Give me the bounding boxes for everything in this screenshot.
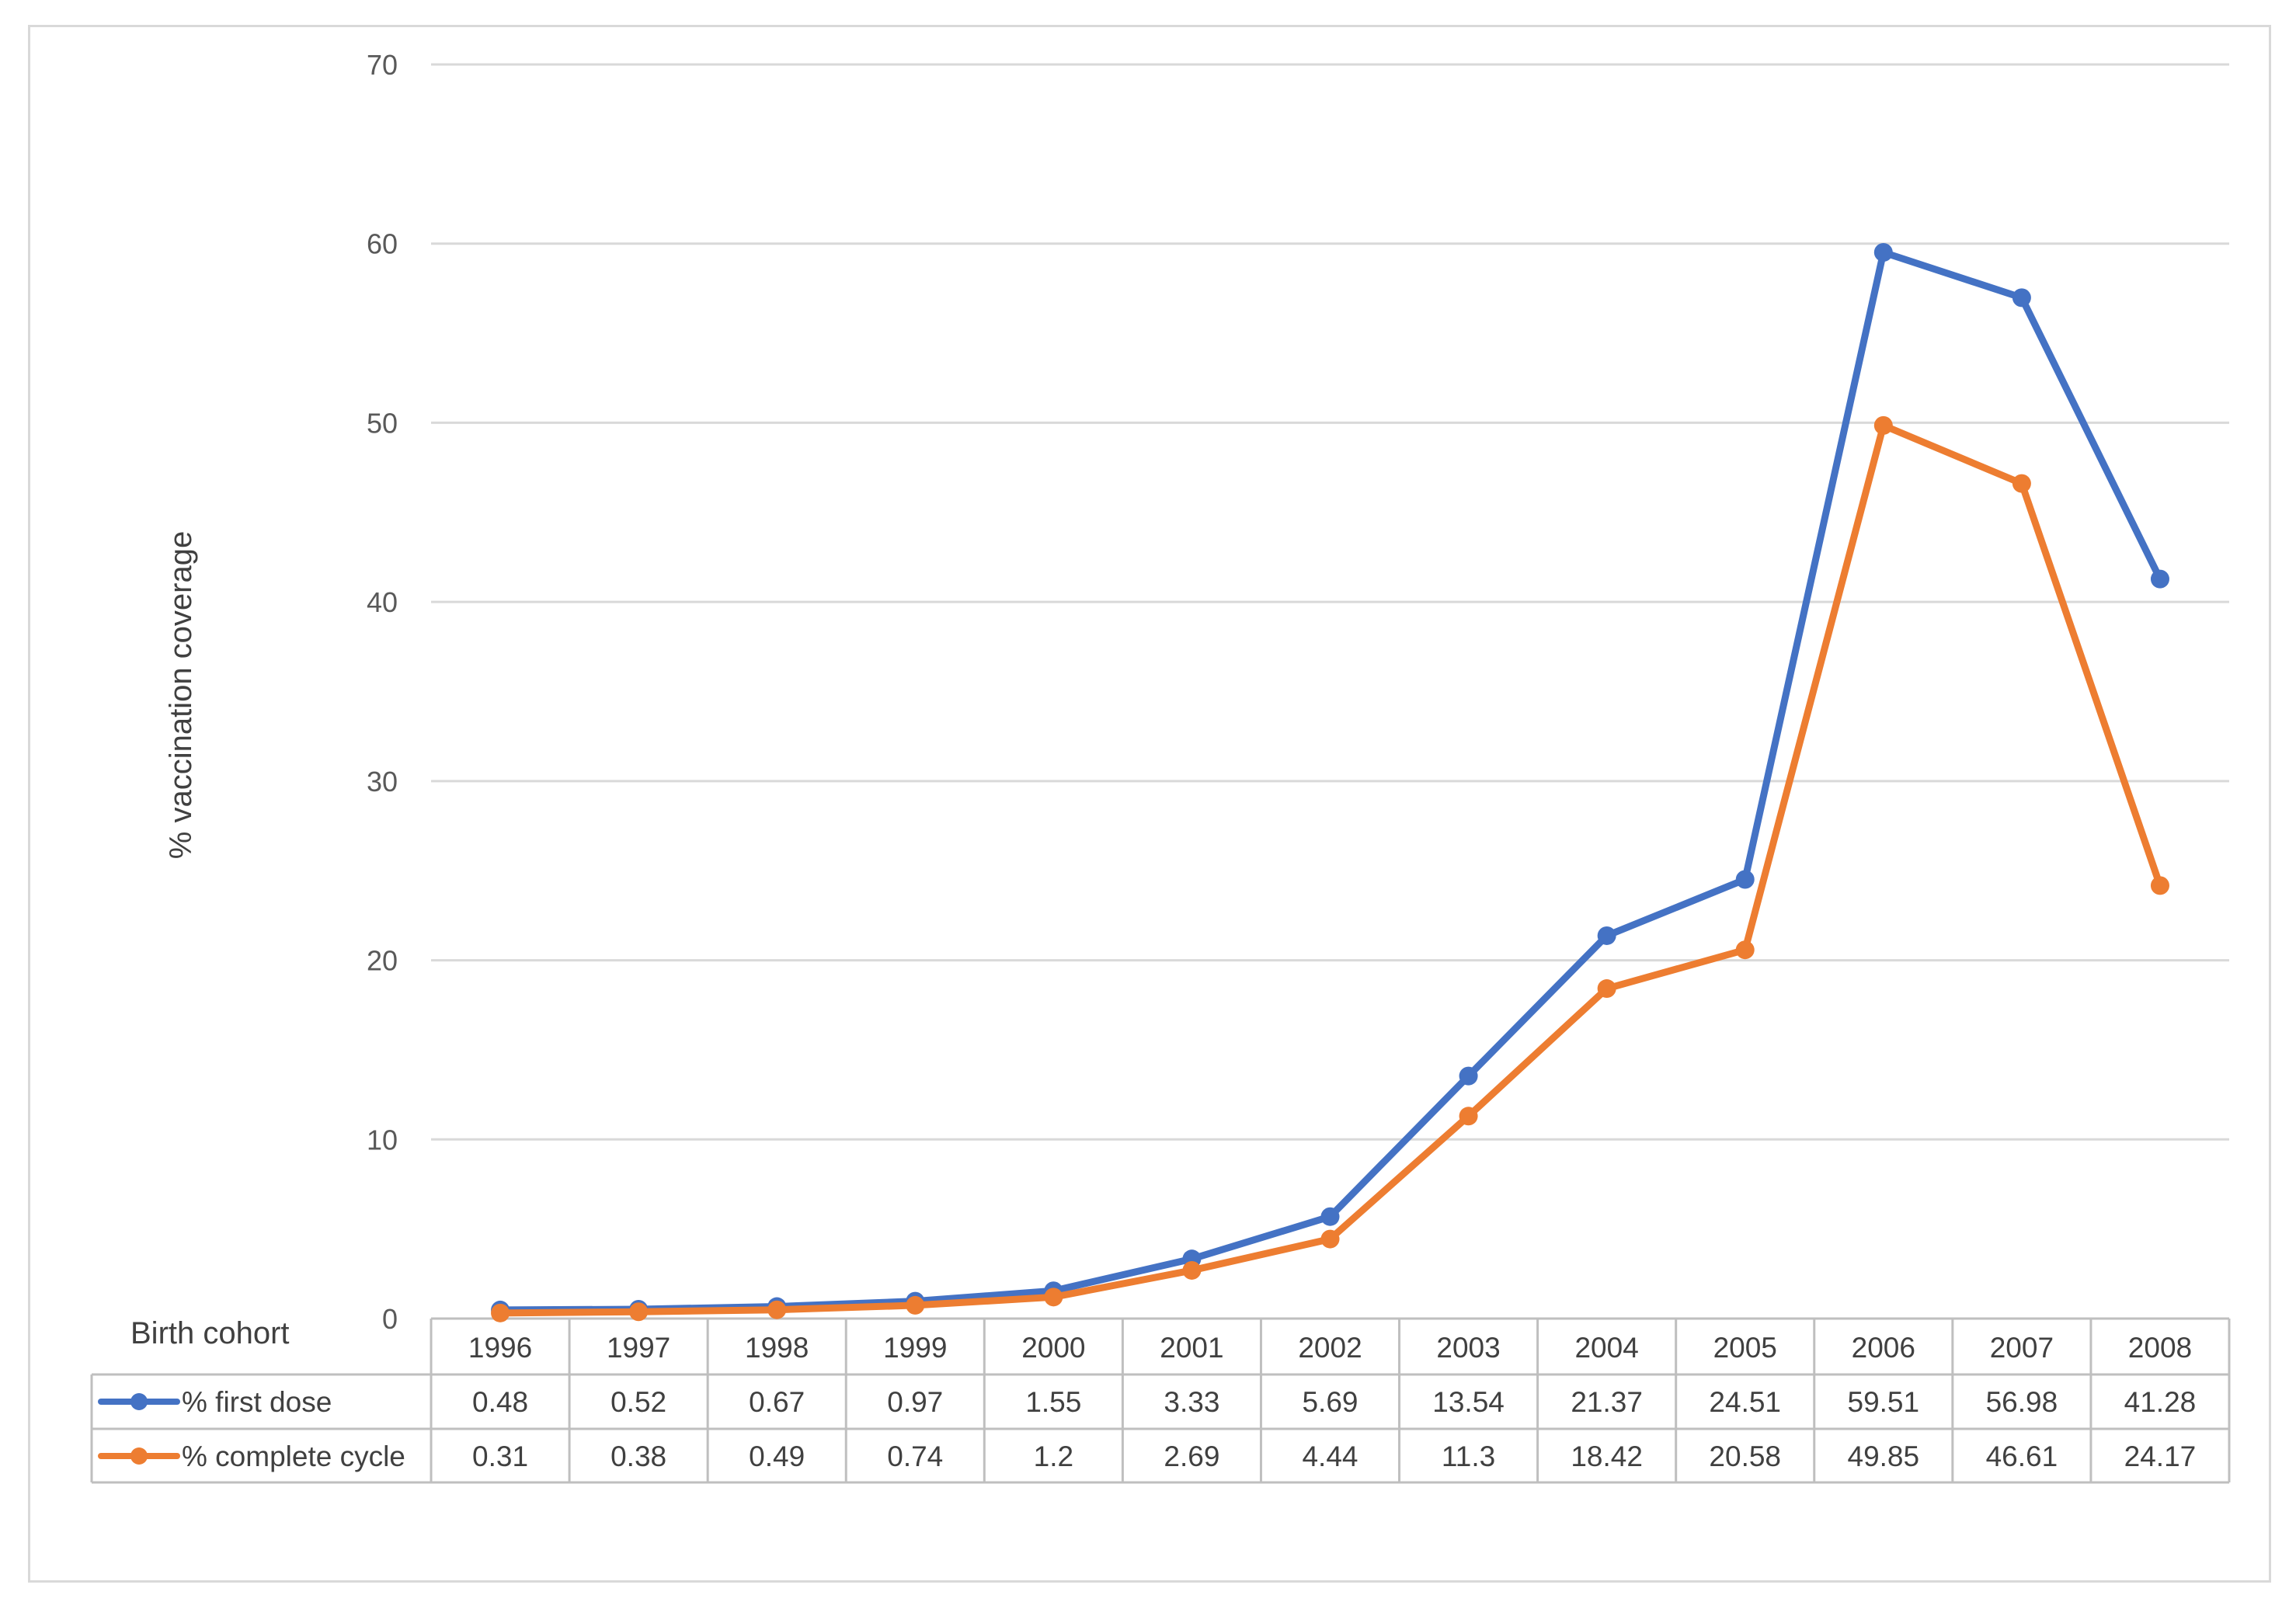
data-label: 24.51 (1709, 1386, 1781, 1418)
data-point (1459, 1066, 1478, 1086)
data-point (1873, 415, 1893, 435)
data-point (1735, 940, 1755, 960)
data-point (906, 1295, 925, 1315)
x-axis-title: Birth cohort (130, 1316, 290, 1350)
category-label: 1996 (468, 1332, 532, 1364)
series-line (496, 422, 2164, 1317)
category-label: 2005 (1713, 1332, 1777, 1364)
category-label: 2001 (1160, 1332, 1223, 1364)
data-label: 13.54 (1432, 1386, 1505, 1418)
data-point (767, 1300, 787, 1319)
category-label: 2007 (1990, 1332, 2054, 1364)
data-label: 18.42 (1571, 1440, 1643, 1472)
chart-frame (28, 25, 2271, 1583)
category-label: 1998 (745, 1332, 809, 1364)
data-point (1597, 979, 1616, 999)
data-label: 1.2 (1034, 1440, 1073, 1472)
data-label: 56.98 (1986, 1386, 2058, 1418)
y-tick-label: 40 (367, 586, 398, 618)
data-label: 3.33 (1164, 1386, 1219, 1418)
data-label: 20.58 (1709, 1440, 1781, 1472)
series-lines (491, 243, 2169, 1322)
data-label: 0.49 (749, 1440, 805, 1472)
data-point (2012, 288, 2031, 308)
data-label: 59.51 (1848, 1386, 1920, 1418)
data-label: 0.38 (611, 1440, 666, 1472)
legend-entry: % first dose (182, 1386, 332, 1418)
y-tick-label: 10 (367, 1124, 398, 1155)
y-tick-labels: 0 10 20 30 40 50 60 70 (367, 49, 398, 1335)
data-label: 4.44 (1302, 1440, 1358, 1472)
y-tick-label: 50 (367, 407, 398, 439)
y-tick-label: 0 (382, 1303, 398, 1335)
data-label: 0.52 (611, 1386, 666, 1418)
data-label: 0.74 (887, 1440, 943, 1472)
data-point (1873, 243, 1893, 262)
data-label: 21.37 (1571, 1386, 1643, 1418)
data-point (2150, 569, 2169, 589)
data-label: 0.31 (472, 1440, 528, 1472)
data-point (1320, 1229, 1340, 1249)
data-point (1597, 926, 1616, 945)
data-point (629, 1302, 649, 1322)
category-label: 2003 (1436, 1332, 1500, 1364)
data-label: 11.3 (1442, 1440, 1495, 1472)
data-label: 46.61 (1986, 1440, 2058, 1472)
data-point (2150, 876, 2169, 895)
legend-marker (130, 1447, 148, 1465)
data-point (1320, 1207, 1340, 1226)
data-label: 0.48 (472, 1386, 528, 1418)
y-tick-label: 20 (367, 945, 398, 977)
category-label: 2000 (1021, 1332, 1085, 1364)
data-point (491, 1303, 510, 1322)
data-label: 49.85 (1848, 1440, 1920, 1472)
legend-entry: % complete cycle (182, 1440, 405, 1472)
data-point (2012, 474, 2031, 493)
data-table: Birth cohort 1996 1997 1998 1999 2000 2001 2002… (90, 1316, 2231, 1484)
category-label: 1997 (607, 1332, 670, 1364)
y-tick-label: 60 (367, 228, 398, 260)
y-tick-label: 70 (367, 49, 398, 81)
data-label: 1.55 (1025, 1386, 1081, 1418)
data-label: 2.69 (1164, 1440, 1219, 1472)
category-label: 2006 (1852, 1332, 1915, 1364)
y-tick-label: 30 (367, 766, 398, 798)
gridlines (431, 63, 2229, 1141)
data-point (1044, 1288, 1063, 1307)
data-label: 5.69 (1302, 1386, 1358, 1418)
data-label: 24.17 (2124, 1440, 2197, 1472)
data-label: 0.97 (887, 1386, 943, 1418)
category-label: 2002 (1298, 1332, 1362, 1364)
data-point (1459, 1107, 1478, 1126)
y-axis-title: % vaccination coverage (164, 531, 198, 859)
category-label: 2008 (2128, 1332, 2192, 1364)
data-point (1182, 1260, 1202, 1280)
category-label: 2004 (1574, 1332, 1638, 1364)
data-point (1735, 870, 1755, 889)
legend-marker (130, 1393, 148, 1410)
data-label: 41.28 (2124, 1386, 2197, 1418)
category-label: 1999 (883, 1332, 947, 1364)
data-label: 0.67 (749, 1386, 805, 1418)
